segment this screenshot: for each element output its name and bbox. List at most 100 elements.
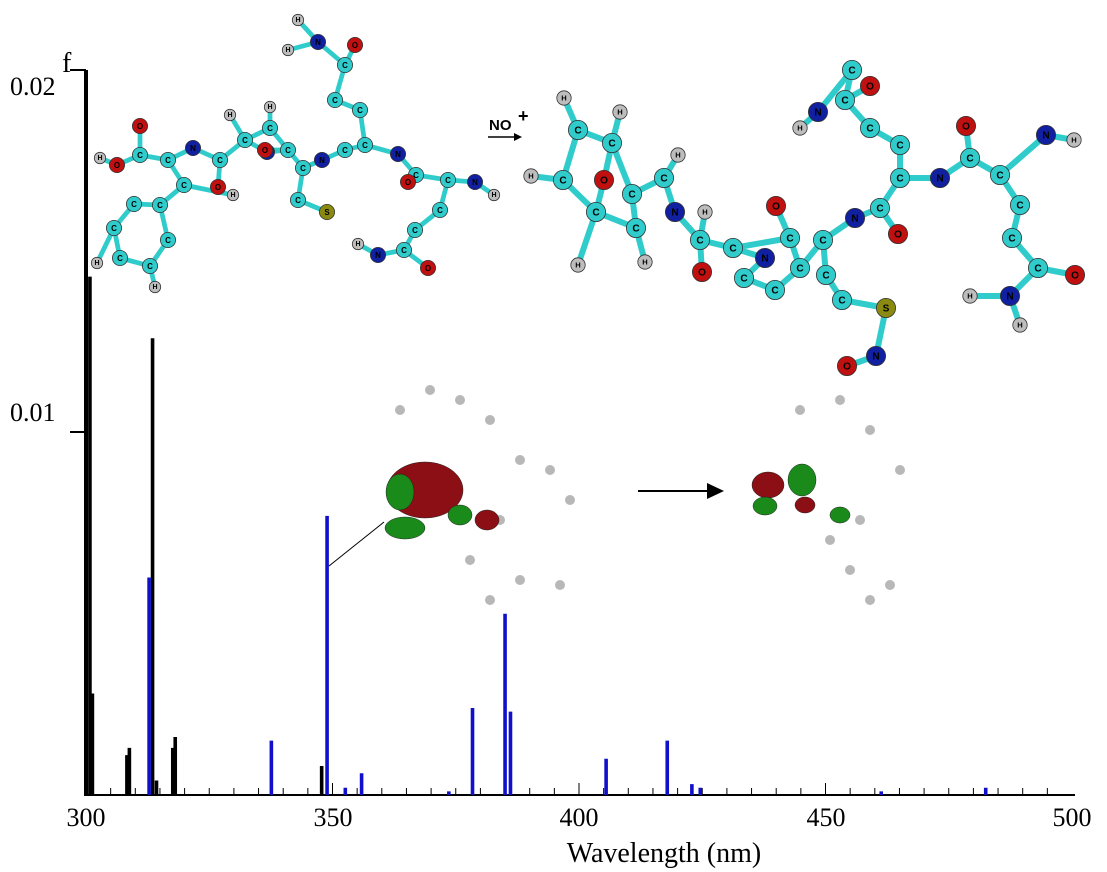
atom: C	[406, 221, 423, 238]
svg-text:H: H	[355, 241, 360, 248]
bar-series-2-1	[269, 740, 274, 795]
reaction-label: NO	[489, 117, 512, 134]
svg-text:O: O	[843, 362, 851, 373]
svg-text:H: H	[1071, 136, 1076, 145]
svg-text:C: C	[896, 141, 903, 152]
svg-text:C: C	[242, 136, 248, 145]
svg-text:C: C	[117, 254, 123, 263]
svg-text:O: O	[114, 161, 120, 170]
atom: C	[990, 164, 1011, 185]
bar-series-1-6	[170, 747, 175, 795]
atom: N	[1036, 125, 1057, 146]
svg-text:C: C	[181, 181, 187, 190]
atom: H	[93, 151, 107, 165]
reaction-arrow-head	[514, 133, 522, 141]
svg-text:N: N	[315, 38, 321, 47]
atom: O	[766, 195, 787, 216]
svg-text:C: C	[876, 204, 883, 215]
bar-series-1-7	[173, 737, 178, 795]
atom: C	[602, 132, 623, 153]
atom: C	[654, 167, 675, 188]
atom: N	[309, 34, 326, 51]
atom: O	[399, 173, 416, 190]
atom: O	[419, 259, 436, 276]
svg-text:C: C	[1008, 234, 1015, 245]
atom: C	[723, 237, 744, 258]
x-tick-label-300: 300	[67, 803, 106, 832]
svg-text:C: C	[841, 96, 848, 107]
bar-series-1-3	[127, 747, 132, 795]
svg-text:C: C	[342, 146, 348, 155]
orbital-lobe-red	[794, 496, 816, 514]
atom: C	[816, 264, 837, 285]
svg-text:N: N	[1042, 131, 1049, 142]
atom: H	[670, 147, 686, 163]
atom: C	[553, 169, 574, 190]
orbital-atom	[555, 580, 565, 590]
orbital-atom	[795, 405, 805, 415]
svg-text:H: H	[642, 258, 647, 267]
svg-text:C: C	[1034, 264, 1041, 275]
orbital-atom	[545, 465, 555, 475]
atom: C	[1028, 257, 1049, 278]
atom: H	[612, 104, 628, 120]
atom: C	[860, 118, 881, 139]
bar-series-2-12	[698, 787, 703, 795]
svg-text:C: C	[285, 146, 291, 155]
svg-text:C: C	[342, 61, 348, 70]
atom: C	[835, 90, 856, 111]
atom: H	[281, 43, 295, 57]
atom: C	[568, 120, 589, 141]
atom: C	[131, 146, 148, 163]
atom: N	[930, 167, 951, 188]
bar-series-2-4	[359, 773, 364, 795]
atom: H	[90, 256, 104, 270]
svg-text:C: C	[332, 96, 338, 105]
atom: C	[211, 151, 228, 168]
spectral-bars	[88, 276, 988, 795]
atom: N	[866, 345, 887, 366]
atom: N	[184, 139, 201, 156]
orbital-lobe-green	[447, 504, 473, 526]
svg-text:C: C	[217, 156, 223, 165]
orbital-atom	[485, 415, 495, 425]
atom: C	[1010, 194, 1031, 215]
svg-text:H: H	[97, 155, 102, 162]
svg-text:C: C	[696, 236, 703, 247]
svg-text:H: H	[295, 17, 300, 24]
svg-text:C: C	[866, 124, 873, 135]
svg-text:C: C	[729, 244, 736, 255]
svg-text:C: C	[295, 196, 301, 205]
svg-text:C: C	[111, 224, 117, 233]
atom: O	[888, 223, 909, 244]
atom: H	[487, 188, 501, 202]
bar-series-2-3	[343, 787, 348, 795]
svg-text:C: C	[608, 139, 615, 150]
orbital-lobe-green	[385, 473, 415, 511]
svg-text:H: H	[617, 108, 622, 117]
svg-text:C: C	[740, 274, 747, 285]
atom: H	[697, 204, 713, 220]
svg-text:C: C	[165, 156, 171, 165]
orbital-atom	[865, 425, 875, 435]
bar-series-2-7	[503, 613, 507, 795]
svg-text:O: O	[698, 268, 706, 279]
molecule-illustrations: HOCOCNCCCCCCCHHCOCCCNCCSNCCCCCONHHNCOCNH…	[90, 13, 1086, 605]
bar-series-2-2	[325, 515, 329, 795]
atom: S	[318, 203, 335, 220]
orbital-atom	[465, 555, 475, 565]
reaction-arrow-no-plus: NO +	[488, 106, 529, 141]
svg-text:H: H	[797, 124, 802, 133]
bond	[997, 132, 1049, 178]
orbital-atom	[515, 575, 525, 585]
svg-text:C: C	[357, 106, 363, 115]
svg-text:C: C	[267, 124, 273, 133]
atom: C	[336, 57, 353, 74]
svg-text:C: C	[300, 164, 306, 173]
svg-text:C: C	[401, 246, 407, 255]
atom: C	[626, 217, 647, 238]
svg-text:C: C	[786, 234, 793, 245]
svg-text:H: H	[230, 192, 235, 199]
atom: O	[956, 116, 977, 137]
orbital-atom	[855, 515, 865, 525]
